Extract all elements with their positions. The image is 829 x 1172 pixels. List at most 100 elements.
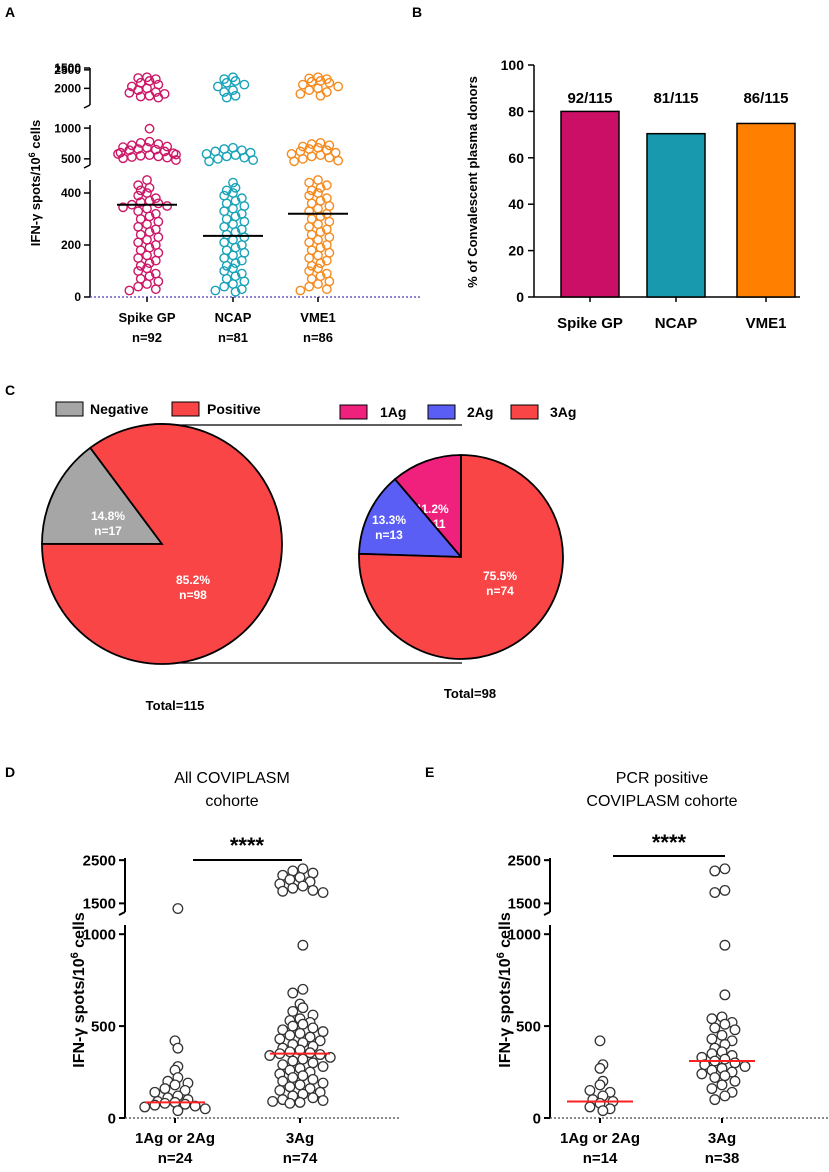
data-point: [315, 182, 326, 193]
data-point: [150, 144, 161, 155]
data-point: [221, 77, 232, 88]
y-tick-label: 2500: [508, 852, 541, 869]
data-point: [321, 284, 332, 295]
panel-a-scatter: IFN-γ spots/106 cells 0 200 400 500 1000 1500…: [27, 61, 420, 345]
data-point: [135, 91, 146, 102]
data-point: [324, 1051, 336, 1063]
legend-swatch-negative: [55, 401, 84, 417]
data-point: [719, 863, 731, 875]
data-point: [709, 1022, 721, 1034]
x-category-n-label: n=38: [705, 1150, 740, 1167]
data-point: [584, 1101, 596, 1113]
data-point: [284, 1029, 296, 1041]
x-category-label: VME1: [746, 315, 787, 332]
data-point: [317, 887, 329, 899]
data-point: [297, 79, 308, 90]
data-point: [584, 1084, 596, 1096]
panel-d-scatter: All COVIPLASM cohorte IFN-γ spots/106 ce…: [69, 770, 400, 1167]
data-point: [284, 1046, 296, 1058]
legend-label-2ag: 2Ag: [467, 404, 493, 420]
data-point: [706, 1033, 718, 1045]
data-point: [287, 1005, 299, 1017]
data-point: [169, 1079, 181, 1091]
x-category-label: NCAP: [655, 315, 698, 332]
data-point: [314, 1035, 326, 1047]
panel-d-title-line2: cohorte: [205, 793, 258, 810]
data-point: [219, 87, 230, 97]
y-tick-label: 0: [516, 289, 524, 305]
y-tick-label: 20: [508, 243, 524, 259]
data-point: [230, 150, 241, 161]
y-tick-label: 60: [508, 150, 524, 166]
x-category-label: Spike GP: [557, 315, 623, 332]
data-point: [150, 193, 161, 204]
data-point: [287, 1020, 299, 1032]
legend-swatch-1ag: [339, 404, 368, 420]
data-point: [221, 260, 232, 271]
data-point: [239, 79, 250, 90]
panel-letter-b: B: [412, 4, 422, 20]
data-point: [172, 903, 184, 914]
data-point: [153, 139, 164, 149]
data-point: [289, 156, 299, 167]
data-point: [307, 1057, 319, 1069]
data-point: [321, 180, 332, 191]
y-tick-label: 500: [91, 1018, 116, 1035]
data-point: [153, 92, 164, 103]
data-point: [315, 90, 326, 101]
x-category-label: 3Ag: [286, 1130, 314, 1147]
data-point: [333, 81, 344, 92]
data-point: [315, 258, 326, 269]
data-point: [171, 149, 181, 160]
data-point: [321, 255, 332, 266]
pie-slice-n-label: n=13: [375, 528, 403, 542]
data-point: [139, 1101, 151, 1113]
panel-letter-c: C: [5, 382, 15, 398]
x-category-label: 3Ag: [708, 1130, 736, 1147]
data-point: [317, 1026, 329, 1038]
data-point: [307, 1073, 319, 1085]
data-point: [230, 76, 241, 86]
data-point: [594, 1035, 606, 1047]
data-point: [295, 285, 306, 296]
data-point: [729, 1024, 741, 1036]
pie-slice-pct-label: 13.3%: [372, 513, 406, 527]
data-point: [324, 77, 335, 88]
pie-slice-n-label: n=98: [179, 588, 207, 602]
axis-break-mark: [83, 104, 91, 109]
data-point: [709, 1094, 721, 1106]
x-category-label: 1Ag or 2Ag: [560, 1130, 640, 1147]
data-point: [150, 74, 161, 85]
data-point: [297, 1002, 309, 1014]
data-point: [135, 137, 146, 148]
bar-data-label: 92/115: [567, 90, 612, 107]
data-point: [267, 1096, 279, 1107]
x-category-n-label: n=92: [132, 330, 162, 345]
pie-slice-n-label: n=17: [94, 524, 122, 538]
data-point: [333, 155, 344, 166]
data-point: [315, 150, 326, 161]
data-point: [230, 90, 241, 101]
data-point: [719, 1053, 731, 1065]
data-point: [159, 146, 170, 157]
data-point: [307, 1092, 319, 1104]
data-point: [239, 152, 250, 163]
data-point: [297, 1018, 309, 1030]
pie-slice-pct-label: 14.8%: [91, 509, 125, 523]
data-point: [135, 260, 146, 271]
pie-slice-pct-label: 75.5%: [483, 569, 517, 583]
bar: [646, 132, 706, 298]
data-point: [313, 279, 323, 289]
data-point: [144, 150, 155, 161]
data-point: [297, 939, 309, 951]
data-point: [324, 152, 335, 163]
y-tick-label: 1500: [54, 61, 81, 75]
data-point: [204, 156, 214, 167]
legend-label-negative: Negative: [90, 401, 149, 417]
data-point: [297, 880, 309, 892]
data-point: [304, 281, 315, 292]
y-tick-label: 0: [533, 1110, 541, 1127]
data-point: [133, 180, 144, 191]
data-point: [149, 1086, 161, 1098]
